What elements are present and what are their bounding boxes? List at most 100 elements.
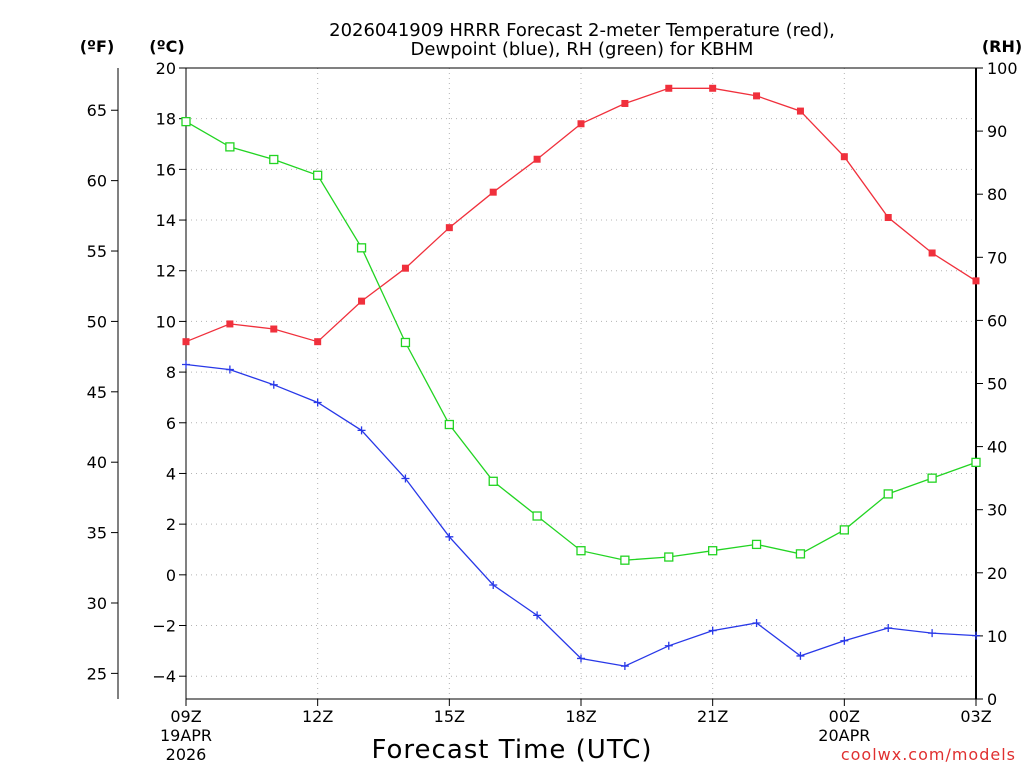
- data-series: [181, 84, 981, 671]
- rh-point: [576, 546, 586, 556]
- dewpoint-point: [313, 398, 322, 407]
- dewpoint-point: [620, 662, 629, 671]
- fahrenheit-tick-label: 25: [87, 664, 107, 683]
- celsius-tick-label: 8: [166, 363, 176, 382]
- fahrenheit-tick-label: 35: [87, 524, 107, 543]
- rh-point: [751, 539, 762, 550]
- rh-point: [971, 457, 981, 468]
- fahrenheit-tick-label: 50: [87, 312, 107, 331]
- rh-tick-label: 30: [987, 501, 1007, 520]
- fahrenheit-tick-label: 65: [87, 101, 107, 120]
- celsius-tick-label: 2: [166, 515, 176, 534]
- temperature-point: [226, 320, 234, 328]
- temperature-point: [577, 120, 585, 128]
- celsius-tick-label: 12: [156, 262, 176, 281]
- rh-point: [532, 511, 542, 521]
- rh-point: [839, 525, 849, 535]
- dewpoint-point: [577, 654, 585, 663]
- celsius-tick-label: 4: [166, 464, 176, 483]
- chart-title-line-2: Dewpoint (blue), RH (green) for KBHM: [411, 39, 754, 60]
- rh-point: [444, 419, 454, 430]
- rh-point: [488, 476, 498, 486]
- temperature-point: [928, 249, 936, 257]
- temperature-point: [401, 264, 409, 272]
- credit-text: coolwx.com/models: [841, 745, 1016, 764]
- temperature-point: [840, 153, 848, 161]
- x-tick-label: 09Z: [170, 707, 201, 726]
- celsius-tick-label: 0: [166, 566, 176, 585]
- rh-unit-label: (RH): [982, 37, 1022, 56]
- x-axis-label: Forecast Time (UTC): [371, 735, 652, 765]
- chart-title-line-1: 2026041909 HRRR Forecast 2-meter Tempera…: [329, 20, 835, 41]
- axes: 20181614121086420−2−46560555045403530251…: [87, 59, 1018, 764]
- rh-tick-label: 100: [987, 59, 1018, 78]
- x-tick-label: 00Z: [829, 707, 860, 726]
- rh-point: [181, 116, 191, 127]
- rh-point: [664, 552, 674, 562]
- dewpoint-point: [489, 580, 498, 589]
- dewpoint-point: [884, 624, 893, 633]
- celsius-unit-label: (ºC): [149, 37, 184, 56]
- rh-tick-label: 20: [987, 564, 1007, 583]
- rh-line: [185, 121, 977, 561]
- rh-point: [313, 170, 323, 180]
- dewpoint-point: [752, 618, 761, 627]
- x-tick-label: 12Z: [302, 707, 333, 726]
- rh-point: [225, 142, 235, 152]
- temperature-point: [445, 224, 453, 232]
- rh-point: [620, 555, 630, 565]
- rh-point: [708, 546, 718, 556]
- temperature-point: [358, 297, 366, 305]
- fahrenheit-tick-label: 55: [87, 242, 107, 261]
- dewpoint-point: [357, 426, 366, 435]
- rh-tick-label: 90: [987, 122, 1007, 141]
- fahrenheit-tick-label: 45: [87, 383, 107, 402]
- rh-tick-label: 80: [987, 185, 1007, 204]
- dewpoint-point: [928, 629, 937, 638]
- temperature-point: [972, 277, 980, 285]
- dewpoint-line: [185, 363, 977, 667]
- rh-tick-label: 40: [987, 438, 1007, 457]
- celsius-tick-label: 6: [166, 414, 176, 433]
- dewpoint-point: [269, 380, 278, 389]
- temperature-point: [533, 155, 541, 163]
- celsius-tick-label: 20: [156, 59, 176, 78]
- rh-point: [883, 489, 893, 499]
- rh-point: [356, 243, 367, 253]
- dewpoint-point: [445, 532, 454, 541]
- celsius-tick-label: 10: [156, 312, 176, 331]
- temperature-point: [314, 338, 322, 346]
- temperature-point: [796, 107, 804, 115]
- temperature-point: [884, 214, 892, 222]
- x-tick-label: 15Z: [434, 707, 465, 726]
- dewpoint-point: [533, 611, 542, 620]
- rh-tick-label: 70: [987, 248, 1007, 267]
- rh-point: [927, 473, 937, 483]
- temperature-point: [709, 84, 717, 92]
- rh-point: [400, 337, 411, 348]
- x-tick-date-label: 19APR: [160, 726, 212, 745]
- fahrenheit-tick-label: 30: [87, 594, 107, 613]
- dewpoint-point: [225, 365, 234, 374]
- dewpoint-point: [401, 474, 410, 483]
- temperature-point: [665, 84, 673, 92]
- dewpoint-point: [840, 636, 849, 645]
- rh-point: [795, 549, 806, 559]
- rh-tick-label: 50: [987, 375, 1007, 394]
- dewpoint-point: [182, 360, 190, 369]
- rh-point: [269, 154, 279, 165]
- celsius-tick-label: −4: [152, 667, 176, 686]
- rh-tick-label: 60: [987, 311, 1007, 330]
- temperature-point: [270, 325, 278, 333]
- fahrenheit-tick-label: 40: [87, 453, 107, 472]
- fahrenheit-tick-label: 60: [87, 172, 107, 191]
- celsius-tick-label: 16: [156, 160, 176, 179]
- fahrenheit-unit-label: (ºF): [80, 37, 115, 56]
- x-tick-label: 18Z: [565, 707, 596, 726]
- celsius-tick-label: 14: [156, 211, 176, 230]
- dewpoint-point: [796, 651, 805, 660]
- x-tick-date-label: 2026: [166, 745, 207, 764]
- x-tick-label: 21Z: [697, 707, 728, 726]
- x-tick-label: 03Z: [960, 707, 991, 726]
